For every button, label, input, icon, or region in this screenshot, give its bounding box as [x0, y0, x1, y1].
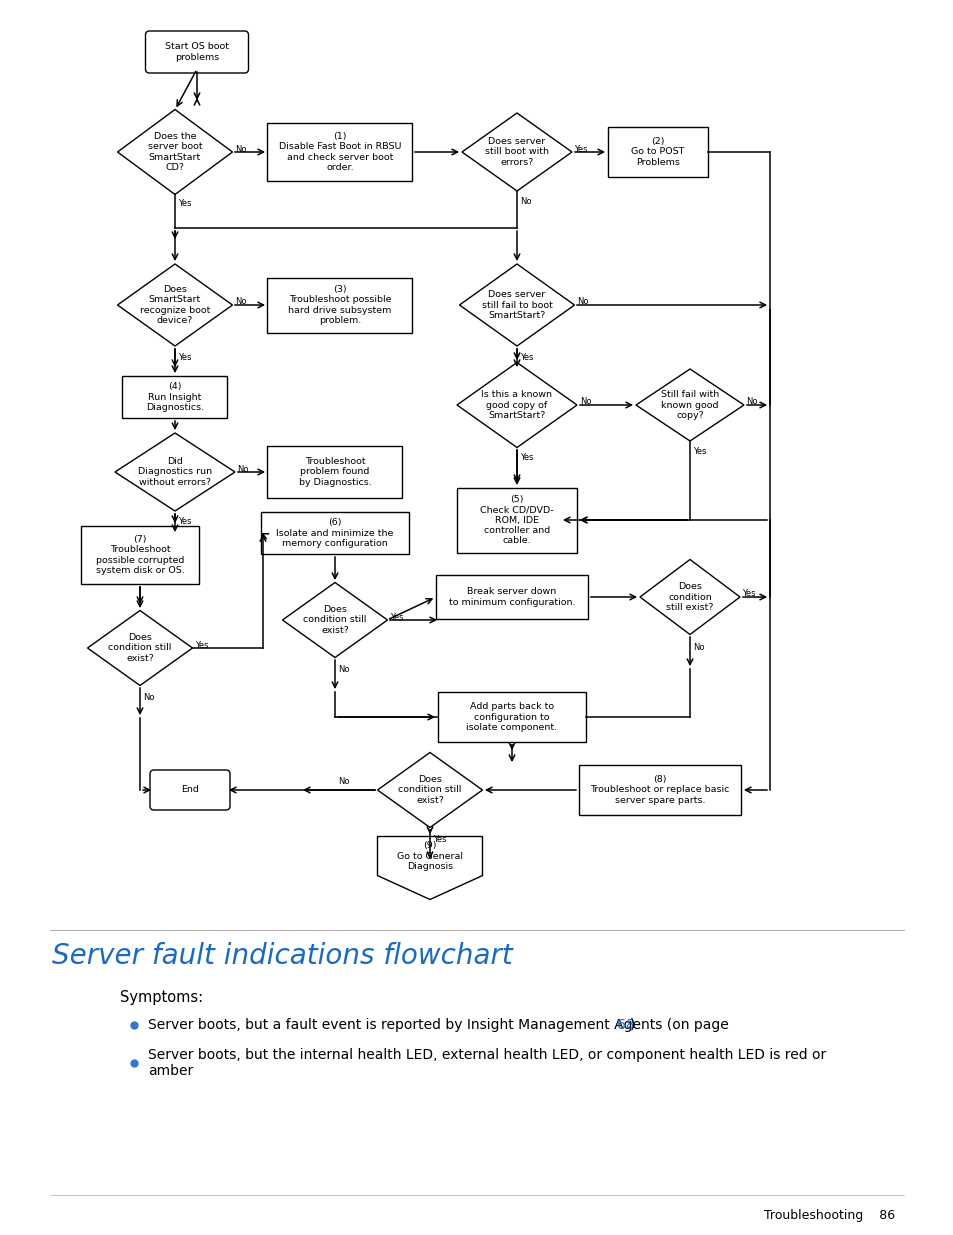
Text: Yes: Yes — [390, 613, 403, 621]
Polygon shape — [377, 752, 482, 827]
Text: ): ) — [629, 1018, 635, 1032]
Text: (9)
Go to General
Diagnosis: (9) Go to General Diagnosis — [396, 841, 462, 871]
Polygon shape — [639, 559, 740, 635]
Text: (7)
Troubleshoot
possible corrupted
system disk or OS.: (7) Troubleshoot possible corrupted syst… — [95, 535, 184, 576]
Text: Yes: Yes — [574, 144, 587, 153]
Text: Did
Diagnostics run
without errors?: Did Diagnostics run without errors? — [138, 457, 212, 487]
Text: Yes: Yes — [692, 447, 706, 456]
Text: (6)
Isolate and minimize the
memory configuration: (6) Isolate and minimize the memory conf… — [276, 519, 394, 548]
Text: Troubleshoot
problem found
by Diagnostics.: Troubleshoot problem found by Diagnostic… — [298, 457, 371, 487]
Text: Does server
still fail to boot
SmartStart?: Does server still fail to boot SmartStar… — [481, 290, 552, 320]
FancyBboxPatch shape — [122, 375, 227, 417]
FancyBboxPatch shape — [267, 124, 412, 182]
Polygon shape — [459, 264, 574, 346]
Polygon shape — [456, 363, 577, 447]
FancyBboxPatch shape — [81, 526, 199, 584]
Text: 68: 68 — [617, 1018, 634, 1032]
Text: (2)
Go to POST
Problems: (2) Go to POST Problems — [631, 137, 684, 167]
Text: No: No — [234, 298, 246, 306]
FancyBboxPatch shape — [437, 692, 585, 742]
Text: Still fail with
known good
copy?: Still fail with known good copy? — [660, 390, 719, 420]
Text: (3)
Troubleshoot possible
hard drive subsystem
problem.: (3) Troubleshoot possible hard drive sub… — [288, 285, 392, 325]
Text: No: No — [236, 464, 248, 473]
Polygon shape — [461, 112, 572, 191]
Text: Does
condition still
exist?: Does condition still exist? — [398, 776, 461, 805]
Text: No: No — [745, 398, 757, 406]
FancyBboxPatch shape — [150, 769, 230, 810]
Text: Yes: Yes — [433, 836, 446, 845]
Text: No: No — [143, 694, 154, 703]
Polygon shape — [115, 433, 234, 511]
Text: Does server
still boot with
errors?: Does server still boot with errors? — [484, 137, 548, 167]
Text: (5)
Check CD/DVD-
ROM, IDE
controller and
cable.: (5) Check CD/DVD- ROM, IDE controller an… — [479, 495, 554, 546]
Text: Yes: Yes — [178, 200, 192, 209]
Text: Break server down
to minimum configuration.: Break server down to minimum configurati… — [448, 588, 575, 606]
FancyBboxPatch shape — [261, 513, 409, 555]
Polygon shape — [117, 110, 233, 194]
Text: Server boots, but the internal health LED, external health LED, or component hea: Server boots, but the internal health LE… — [148, 1049, 825, 1078]
Polygon shape — [117, 264, 233, 346]
Text: Yes: Yes — [194, 641, 209, 650]
Text: Server boots, but a fault event is reported by Insight Management Agents (on pag: Server boots, but a fault event is repor… — [148, 1018, 732, 1032]
FancyBboxPatch shape — [146, 31, 248, 73]
FancyBboxPatch shape — [578, 764, 740, 815]
FancyBboxPatch shape — [267, 446, 402, 498]
FancyBboxPatch shape — [456, 488, 577, 552]
Text: Yes: Yes — [519, 452, 533, 462]
Text: No: No — [692, 642, 703, 652]
Text: Start OS boot
problems: Start OS boot problems — [165, 42, 229, 62]
Text: Is this a known
good copy of
SmartStart?: Is this a known good copy of SmartStart? — [481, 390, 552, 420]
Text: End: End — [181, 785, 199, 794]
Polygon shape — [88, 610, 193, 685]
FancyBboxPatch shape — [436, 576, 587, 619]
Text: Yes: Yes — [519, 352, 533, 362]
Text: Does
SmartStart
recognize boot
device?: Does SmartStart recognize boot device? — [140, 285, 210, 325]
Text: No: No — [519, 198, 531, 206]
Polygon shape — [282, 583, 387, 657]
Polygon shape — [377, 836, 482, 899]
Text: Add parts back to
configuration to
isolate component.: Add parts back to configuration to isola… — [466, 703, 557, 732]
FancyBboxPatch shape — [267, 278, 412, 332]
Text: (1)
Disable Fast Boot in RBSU
and check server boot
order.: (1) Disable Fast Boot in RBSU and check … — [278, 132, 401, 172]
Text: Does
condition still
exist?: Does condition still exist? — [303, 605, 366, 635]
Polygon shape — [636, 369, 743, 441]
Text: Symptoms:: Symptoms: — [120, 990, 203, 1005]
Text: No: No — [337, 666, 349, 674]
Text: Troubleshooting    86: Troubleshooting 86 — [763, 1209, 894, 1221]
Text: Yes: Yes — [178, 352, 192, 362]
Text: Does
condition
still exist?: Does condition still exist? — [665, 582, 713, 611]
Text: Yes: Yes — [741, 589, 755, 599]
FancyBboxPatch shape — [607, 127, 707, 177]
Text: No: No — [234, 144, 246, 153]
Text: No: No — [577, 298, 588, 306]
Text: Does
condition still
exist?: Does condition still exist? — [109, 634, 172, 663]
Text: Server fault indications flowchart: Server fault indications flowchart — [52, 942, 512, 969]
Text: (8)
Troubleshoot or replace basic
server spare parts.: (8) Troubleshoot or replace basic server… — [590, 776, 729, 805]
Text: Does the
server boot
SmartStart
CD?: Does the server boot SmartStart CD? — [148, 132, 202, 172]
Text: No: No — [579, 398, 591, 406]
Text: Yes: Yes — [178, 517, 192, 526]
Text: (4)
Run Insight
Diagnostics.: (4) Run Insight Diagnostics. — [146, 382, 204, 412]
Text: No: No — [337, 778, 349, 787]
